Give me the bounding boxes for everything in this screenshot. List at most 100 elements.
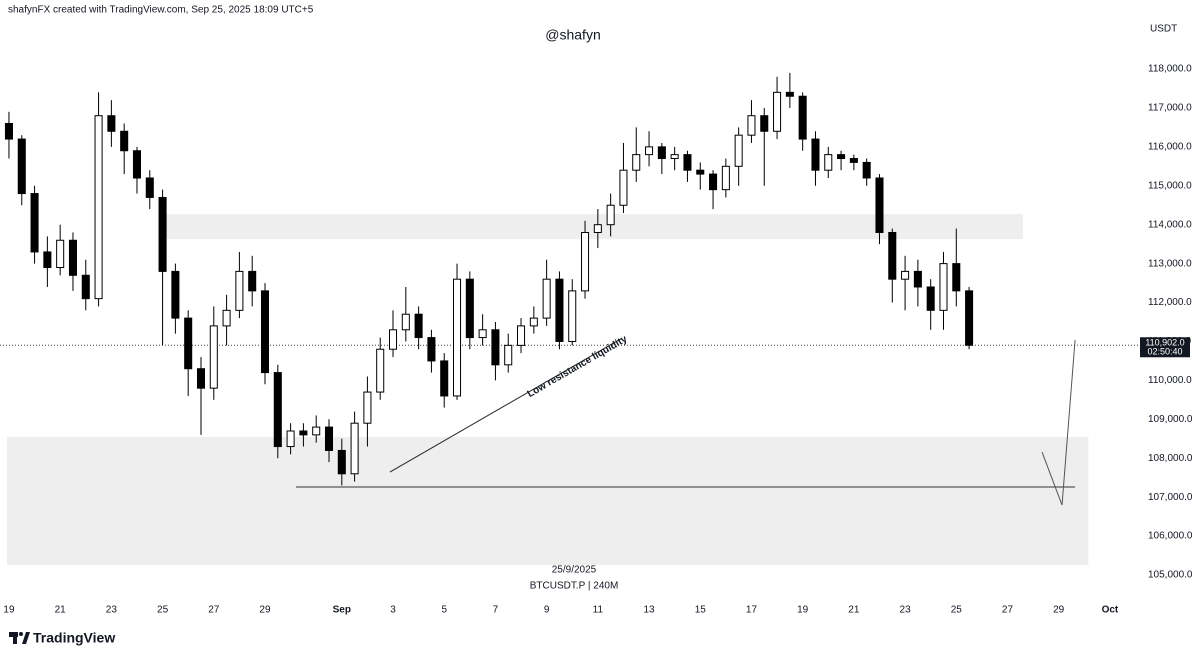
candle-body — [235, 270, 244, 311]
candle-body — [17, 138, 26, 195]
candle-body — [824, 154, 833, 171]
x-tick-label: 21 — [55, 605, 67, 616]
candle-body — [388, 329, 398, 350]
candle-body — [491, 329, 500, 366]
candle-body — [926, 286, 935, 311]
x-tick-label: 23 — [106, 605, 118, 616]
y-tick-label: 117,000.0 — [1148, 103, 1192, 114]
candle-body — [696, 169, 705, 175]
candle-body — [414, 313, 423, 339]
x-tick-label: 29 — [1053, 605, 1065, 616]
candle-body — [837, 154, 846, 160]
symbol-label: BTCUSDT.P | 240M — [530, 581, 619, 592]
candle-body — [504, 344, 513, 366]
x-tick-label: 19 — [3, 605, 15, 616]
candle-body — [350, 422, 359, 475]
candle-body — [798, 95, 807, 140]
candle-body — [811, 138, 820, 171]
logo-icon — [13, 632, 17, 644]
candle-body — [222, 309, 231, 327]
x-tick-label: 11 — [593, 605, 604, 616]
y-tick-label: 107,000.0 — [1148, 492, 1193, 503]
candle-body — [260, 290, 270, 374]
candle-body — [785, 91, 794, 97]
candle-body — [862, 161, 871, 179]
candle-body — [196, 368, 206, 389]
logo-icon — [19, 632, 23, 636]
x-tick-label: 7 — [493, 605, 499, 616]
candle-body — [286, 430, 295, 448]
header: shafynFX created with TradingView.com, S… — [8, 5, 314, 16]
candle-body — [273, 372, 282, 448]
candle-body — [542, 278, 551, 319]
candle-body — [849, 158, 858, 163]
candle-body — [670, 154, 679, 160]
candle-body — [145, 177, 154, 198]
y-tick-label: 115,000.0 — [1148, 180, 1192, 191]
y-tick-label: 113,000.0 — [1148, 258, 1192, 269]
zone — [6, 437, 1089, 566]
candle-body — [30, 193, 39, 253]
candle-body — [581, 231, 590, 292]
candle-body — [94, 115, 103, 300]
countdown: 02:50:40 — [1147, 347, 1182, 357]
candle-body — [683, 154, 692, 171]
candle-body — [81, 274, 90, 300]
candle-body — [657, 146, 666, 160]
candle-body — [184, 317, 193, 370]
candle-body — [107, 115, 116, 132]
candle-body — [132, 150, 141, 179]
candle-body — [427, 337, 436, 362]
y-tick-label: 105,000.0 — [1148, 570, 1193, 581]
x-tick-label: Sep — [333, 605, 351, 616]
y-tick-label: 106,000.0 — [1148, 531, 1193, 542]
plot: Low resistance liquidity — [0, 68, 1143, 602]
candle-body — [913, 270, 922, 288]
candle-body — [555, 278, 564, 342]
candle-body — [875, 177, 884, 233]
projection-path — [1041, 339, 1076, 506]
candle-body — [888, 231, 897, 280]
candle-body — [376, 348, 385, 393]
candle-body — [645, 146, 654, 156]
chart-title: @shafyn — [545, 27, 600, 43]
candle-body — [721, 165, 730, 191]
candle-body — [632, 154, 641, 171]
candle-body — [171, 270, 180, 319]
last-price-label: 110,902.0 — [1145, 338, 1184, 348]
x-tick-label: Oct — [1102, 605, 1119, 616]
x-tick-label: 21 — [848, 605, 860, 616]
candle-body — [939, 263, 948, 311]
candle-body — [401, 313, 410, 331]
candle-body — [465, 278, 474, 339]
x-tick-label: 5 — [441, 605, 447, 616]
y-tick-label: 108,000.0 — [1148, 453, 1193, 464]
candle-body — [709, 173, 718, 191]
y-tick-label: 109,000.0 — [1148, 414, 1193, 425]
annotation: Low resistance liquidity — [526, 334, 630, 400]
y-tick-label: 116,000.0 — [1148, 141, 1192, 152]
candle-body — [440, 360, 449, 397]
candle-body — [158, 196, 167, 272]
x-tick-label: 25 — [951, 605, 963, 616]
y-tick-label: 118,000.0 — [1148, 64, 1192, 75]
x-tick-label: 25 — [157, 605, 169, 616]
x-tick-label: 27 — [208, 605, 220, 616]
date-label: 25/9/2025 — [552, 565, 597, 576]
candle-body — [529, 317, 538, 327]
candle-body — [43, 251, 52, 269]
trend-line — [389, 337, 623, 473]
x-tick-label: 23 — [900, 605, 912, 616]
brand: TradingView — [33, 630, 115, 646]
x-tick-label: 15 — [695, 605, 707, 616]
candle-body — [901, 270, 910, 280]
logo-icon — [22, 632, 30, 644]
x-tick-label: 3 — [390, 605, 396, 616]
candle-body — [56, 239, 65, 269]
candle-body — [478, 329, 487, 339]
last-price-box — [1140, 337, 1190, 358]
y-axis-label: USDT — [1150, 24, 1177, 35]
x-tick-label: 27 — [1002, 605, 1014, 616]
